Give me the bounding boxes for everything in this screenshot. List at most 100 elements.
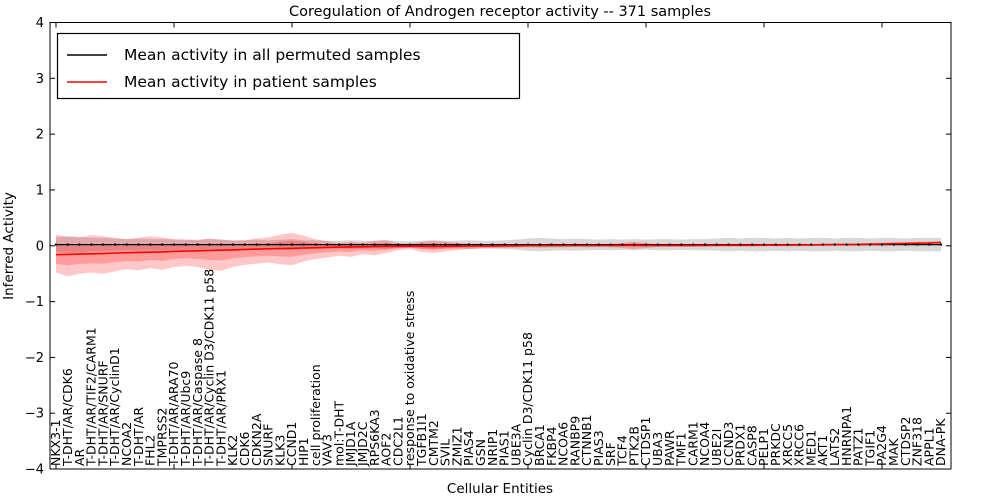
x-category-label: APPL1 bbox=[921, 427, 936, 466]
x-category-label: PIAS1 bbox=[497, 430, 512, 466]
y-tick-label: 1 bbox=[36, 183, 44, 198]
x-category-label: GSN bbox=[473, 439, 488, 466]
data-point-marker bbox=[338, 243, 341, 246]
y-tick-label: 3 bbox=[36, 72, 44, 87]
data-point-marker bbox=[302, 243, 305, 246]
x-category-label: NKX3-1 bbox=[48, 419, 63, 466]
x-category-label: XRCC6 bbox=[792, 424, 807, 466]
x-category-label: VAV3 bbox=[320, 434, 335, 466]
x-category-label: Cyclin D3/CDK11 p58 bbox=[520, 332, 535, 466]
data-point-marker bbox=[562, 243, 565, 246]
x-category-label: TMPRSS2 bbox=[154, 408, 169, 467]
x-category-label: T-DHT/AR/Ubc9 bbox=[178, 371, 193, 467]
data-point-marker bbox=[692, 243, 695, 246]
data-point-marker bbox=[172, 243, 176, 246]
data-point-marker bbox=[739, 243, 742, 246]
patient-band-inner bbox=[56, 240, 941, 266]
data-point-marker bbox=[668, 243, 671, 246]
data-point-marker bbox=[703, 243, 707, 246]
data-point-marker bbox=[113, 243, 117, 246]
x-category-label: TCF4 bbox=[615, 435, 630, 467]
x-category-label: BRCA1 bbox=[532, 424, 547, 466]
data-point-marker bbox=[373, 243, 376, 246]
x-category-label: NCOA4 bbox=[697, 422, 712, 466]
axis-ticks bbox=[50, 22, 951, 470]
data-point-marker bbox=[279, 243, 282, 246]
data-point-marker bbox=[939, 243, 943, 246]
data-point-marker bbox=[444, 243, 447, 246]
x-category-label: PATZ1 bbox=[851, 428, 866, 466]
x-category-label: KLK2 bbox=[225, 435, 240, 466]
data-point-marker bbox=[503, 243, 506, 246]
x-category-label: KLK3 bbox=[272, 435, 287, 466]
data-point-marker bbox=[467, 243, 471, 246]
x-category-label: PIAS3 bbox=[591, 430, 606, 466]
x-category-label: HIP1 bbox=[296, 437, 311, 466]
x-category-label: T-DHT/AR/CDK6 bbox=[60, 368, 75, 467]
data-point-marker bbox=[762, 243, 766, 246]
data-point-marker bbox=[408, 243, 412, 246]
data-point-marker bbox=[137, 243, 140, 246]
x-category-label: NRIP1 bbox=[485, 429, 500, 466]
x-category-label: MAK bbox=[886, 438, 901, 466]
data-point-marker bbox=[538, 243, 541, 246]
x-category-label: CCND1 bbox=[284, 422, 299, 466]
x-category-label: JMJD2C bbox=[355, 421, 370, 467]
y-tick-label: −3 bbox=[25, 407, 44, 422]
x-category-label: T-DHT/AR/ARA70 bbox=[166, 361, 181, 467]
legend-label-permuted: Mean activity in all permuted samples bbox=[124, 46, 421, 64]
x-category-label: PRDX1 bbox=[733, 424, 748, 466]
x-category-label: JMJD1A bbox=[343, 421, 358, 467]
x-category-label: FKBP4 bbox=[544, 426, 559, 466]
x-category-label: NCOA6 bbox=[556, 422, 571, 466]
x-category-label: SVIL bbox=[438, 439, 453, 466]
x-category-label: cell proliferation bbox=[308, 364, 323, 466]
data-point-marker bbox=[90, 243, 93, 246]
x-category-label: TGFB1I1 bbox=[414, 413, 429, 467]
x-category-label: LATS2 bbox=[827, 428, 842, 466]
data-point-marker bbox=[243, 243, 246, 246]
data-point-marker bbox=[609, 243, 612, 246]
data-point-marker bbox=[774, 243, 777, 246]
x-category-label: CCND3 bbox=[721, 422, 736, 466]
y-tick-labels: 4 3 2 1 0 −1 −2 −3 −4 bbox=[25, 16, 44, 478]
data-point-marker bbox=[231, 243, 235, 246]
x-category-label: TGIF1 bbox=[862, 430, 877, 467]
x-category-label: T-DHT/AR bbox=[131, 407, 146, 467]
data-point-marker bbox=[928, 243, 931, 246]
data-point-marker bbox=[869, 243, 872, 246]
x-category-label: T-DHT/AR/TIF2/CARM1 bbox=[84, 327, 99, 467]
data-lines bbox=[55, 241, 942, 256]
data-point-marker bbox=[385, 243, 388, 246]
x-category-label: MED1 bbox=[803, 430, 818, 466]
data-point-marker bbox=[161, 243, 164, 246]
data-point-marker bbox=[66, 243, 70, 246]
data-point-marker bbox=[633, 243, 636, 246]
x-category-label: UBE3A bbox=[508, 423, 523, 466]
data-point-markers bbox=[54, 243, 943, 246]
y-tick-label: −4 bbox=[25, 463, 44, 478]
y-tick-label: −2 bbox=[25, 351, 44, 366]
data-point-marker bbox=[916, 243, 919, 246]
data-point-marker bbox=[255, 243, 258, 246]
y-tick-label: 0 bbox=[36, 239, 44, 254]
x-category-label: UBA3 bbox=[650, 432, 665, 466]
data-point-marker bbox=[857, 243, 860, 246]
x-category-label: CDK6 bbox=[237, 431, 252, 466]
data-point-marker bbox=[880, 243, 884, 246]
x-category-label: PELP1 bbox=[756, 428, 771, 466]
x-category-label: T-DHT/AR/CyclinD1 bbox=[107, 347, 122, 467]
x-category-label: XRCC5 bbox=[780, 424, 795, 466]
patient-mean-line bbox=[55, 241, 942, 256]
data-point-marker bbox=[680, 243, 683, 246]
data-point-marker bbox=[644, 243, 648, 246]
x-category-label: PA2G4 bbox=[874, 425, 889, 466]
data-point-marker bbox=[715, 243, 718, 246]
data-point-marker bbox=[574, 243, 577, 246]
x-category-label: ZNF318 bbox=[910, 417, 925, 466]
data-point-marker bbox=[314, 243, 317, 246]
data-point-marker bbox=[786, 243, 789, 246]
x-category-label: AR bbox=[72, 448, 87, 466]
